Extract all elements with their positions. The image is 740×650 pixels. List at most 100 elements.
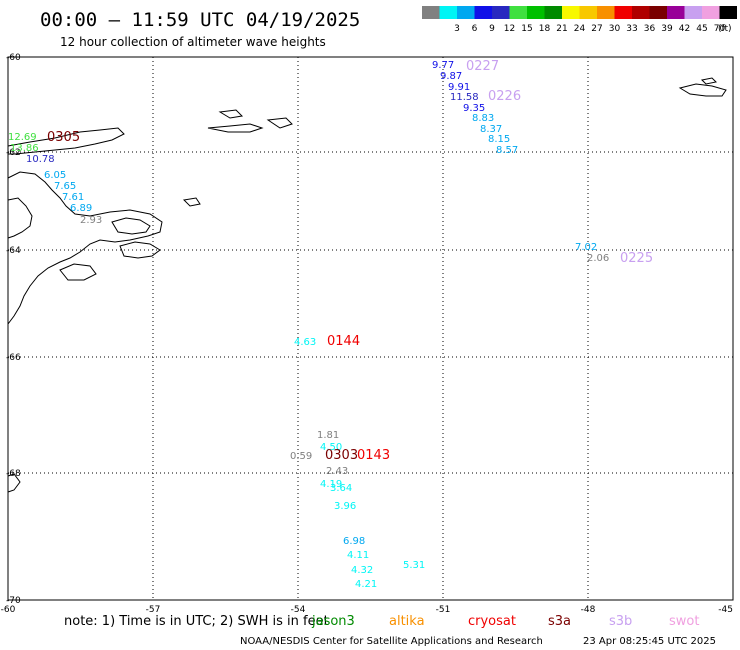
- swh-label: 6.98: [343, 536, 365, 547]
- colorbar-tick-label: 15: [521, 24, 532, 34]
- footer-timestamp: 23 Apr 08:25:45 UTC 2025: [583, 636, 716, 647]
- coastline-antarctic-peninsula: [7, 171, 163, 325]
- colorbar-swatch: [579, 6, 597, 19]
- colorbar-swatch: [614, 6, 632, 19]
- colorbar-swatch: [527, 6, 545, 19]
- graticule-labels: -60 -57 -54 -51 -48 -45-60-62-64-66-68-70: [1, 53, 733, 615]
- swh-label: 2.93: [80, 215, 102, 226]
- swh-label: 0.59: [290, 451, 312, 462]
- colorbar-tick-label: 33: [626, 24, 637, 34]
- colorbar-tick-label: 6: [472, 24, 478, 34]
- swh-label: 7.02: [575, 242, 597, 253]
- pass-time-label: 0225: [620, 251, 653, 266]
- swh-label: 1.81: [317, 430, 339, 441]
- coastline-ice-edge: [7, 473, 21, 493]
- swh-label: 9.91: [448, 82, 470, 93]
- colorbar-tick-label: 3: [454, 24, 460, 34]
- colorbar-tick-label: 12: [504, 24, 515, 34]
- swh-label: 10.78: [26, 154, 55, 165]
- pass-time-label: 0303: [325, 448, 358, 463]
- latitude-tick-label: -60: [6, 53, 21, 63]
- colorbar-swatch: [509, 6, 527, 19]
- swh-label: 11.58: [450, 92, 479, 103]
- graticule: [8, 57, 733, 600]
- colorbar-swatch: [562, 6, 580, 19]
- colorbar-tick-label: 24: [574, 24, 586, 34]
- swh-label: 8.15: [488, 134, 510, 145]
- latitude-tick-label: -70: [6, 596, 21, 606]
- latitude-tick-label: -62: [6, 148, 21, 158]
- coastline-peninsula-inner: [7, 197, 33, 239]
- swh-label: 4.63: [294, 337, 316, 348]
- coastline-islet-4: [182, 197, 201, 207]
- swh-label: 7.65: [54, 181, 76, 192]
- swh-label: 4.21: [355, 579, 377, 590]
- coastline-islet-2: [266, 117, 293, 129]
- swh-label: 5.31: [403, 560, 425, 571]
- longitude-tick-label: -45: [718, 605, 733, 615]
- satellite-legend-item: jason3: [311, 614, 355, 629]
- longitude-tick-label: -51: [436, 605, 451, 615]
- coastline-islands-c: [59, 263, 97, 281]
- coastline-islands-a: [111, 217, 151, 235]
- satellite-legend-item: altika: [389, 614, 425, 629]
- swh-value-labels: 12.69 13.86 10.78 6.05 7.65 7.61 6.89 2.…: [8, 60, 609, 590]
- colorbar-swatch: [702, 6, 720, 19]
- swh-label: 2.43: [326, 466, 348, 477]
- swh-label: 2.06: [587, 253, 609, 264]
- colorbar-tick-label: 21: [556, 24, 567, 34]
- swh-label: 3.96: [334, 501, 356, 512]
- map-title: 00:00 – 11:59 UTC 04/19/2025: [40, 9, 360, 31]
- swh-label: 9.35: [463, 103, 485, 114]
- coastline-islands-b: [119, 241, 161, 259]
- pass-time-label: 0143: [357, 448, 390, 463]
- swh-label: 8.83: [472, 113, 494, 124]
- coastline-islet-3: [218, 109, 244, 119]
- swh-label: 7.61: [62, 192, 84, 203]
- colorbar-swatch: [719, 6, 737, 19]
- pass-time-label: 0227: [466, 59, 499, 74]
- colorbar-swatch: [684, 6, 702, 19]
- pass-time-label: 0226: [488, 89, 521, 104]
- pass-time-labels: 0305 0227 0226 0225 0144 0303 0143: [47, 59, 653, 463]
- coastline-south-orkneys: [678, 83, 727, 97]
- swh-label: 6.89: [70, 203, 92, 214]
- colorbar-swatch: [457, 6, 475, 19]
- coastline: [7, 77, 727, 493]
- colorbar-tick-label: 9: [489, 24, 495, 34]
- colorbar-tick-label: 45: [696, 24, 707, 34]
- colorbar-tick-label: 36: [644, 24, 656, 34]
- satellite-legend-item: s3b: [609, 614, 632, 629]
- wave-height-colorbar: 3 6 9 12 15 18 21 24 27 30 33 36 39 42 45 70: [422, 6, 737, 34]
- swh-label: 9.87: [440, 71, 462, 82]
- swh-label: 8.37: [480, 124, 502, 135]
- colorbar-swatch: [422, 6, 440, 19]
- colorbar-tick-label: 18: [539, 24, 551, 34]
- colorbar-tick-label: 42: [679, 24, 690, 34]
- colorbar-swatch: [667, 6, 685, 19]
- pass-time-label: 0144: [327, 334, 360, 349]
- swh-label: 8.57: [496, 145, 518, 156]
- colorbar-tick-label: 39: [661, 24, 673, 34]
- swh-label: 4.11: [347, 550, 369, 561]
- swh-label: 4.50: [320, 442, 342, 453]
- colorbar-swatch: [597, 6, 615, 19]
- satellite-legend-item: cryosat: [468, 614, 516, 629]
- coastline-south-orkneys-b: [700, 77, 718, 85]
- satellite-legend-item: swot: [669, 614, 699, 629]
- latitude-tick-label: -64: [6, 246, 21, 256]
- colorbar-swatch: [492, 6, 510, 19]
- coastline-south-shetlands: [7, 127, 125, 155]
- swh-label: 3.64: [330, 483, 352, 494]
- swh-label: 9.77: [432, 60, 454, 71]
- colorbar-swatch: [649, 6, 667, 19]
- map-subtitle: 12 hour collection of altimeter wave hei…: [60, 35, 326, 49]
- colorbar-swatch: [632, 6, 650, 19]
- satellite-legend: jason3 altika cryosat s3a s3b swot: [311, 614, 699, 629]
- colorbar-swatch: [544, 6, 562, 19]
- colorbar-tick-label: 30: [609, 24, 621, 34]
- swh-label: 4.32: [351, 565, 373, 576]
- longitude-tick-label: -57: [146, 605, 161, 615]
- colorbar-tick-label: 27: [591, 24, 602, 34]
